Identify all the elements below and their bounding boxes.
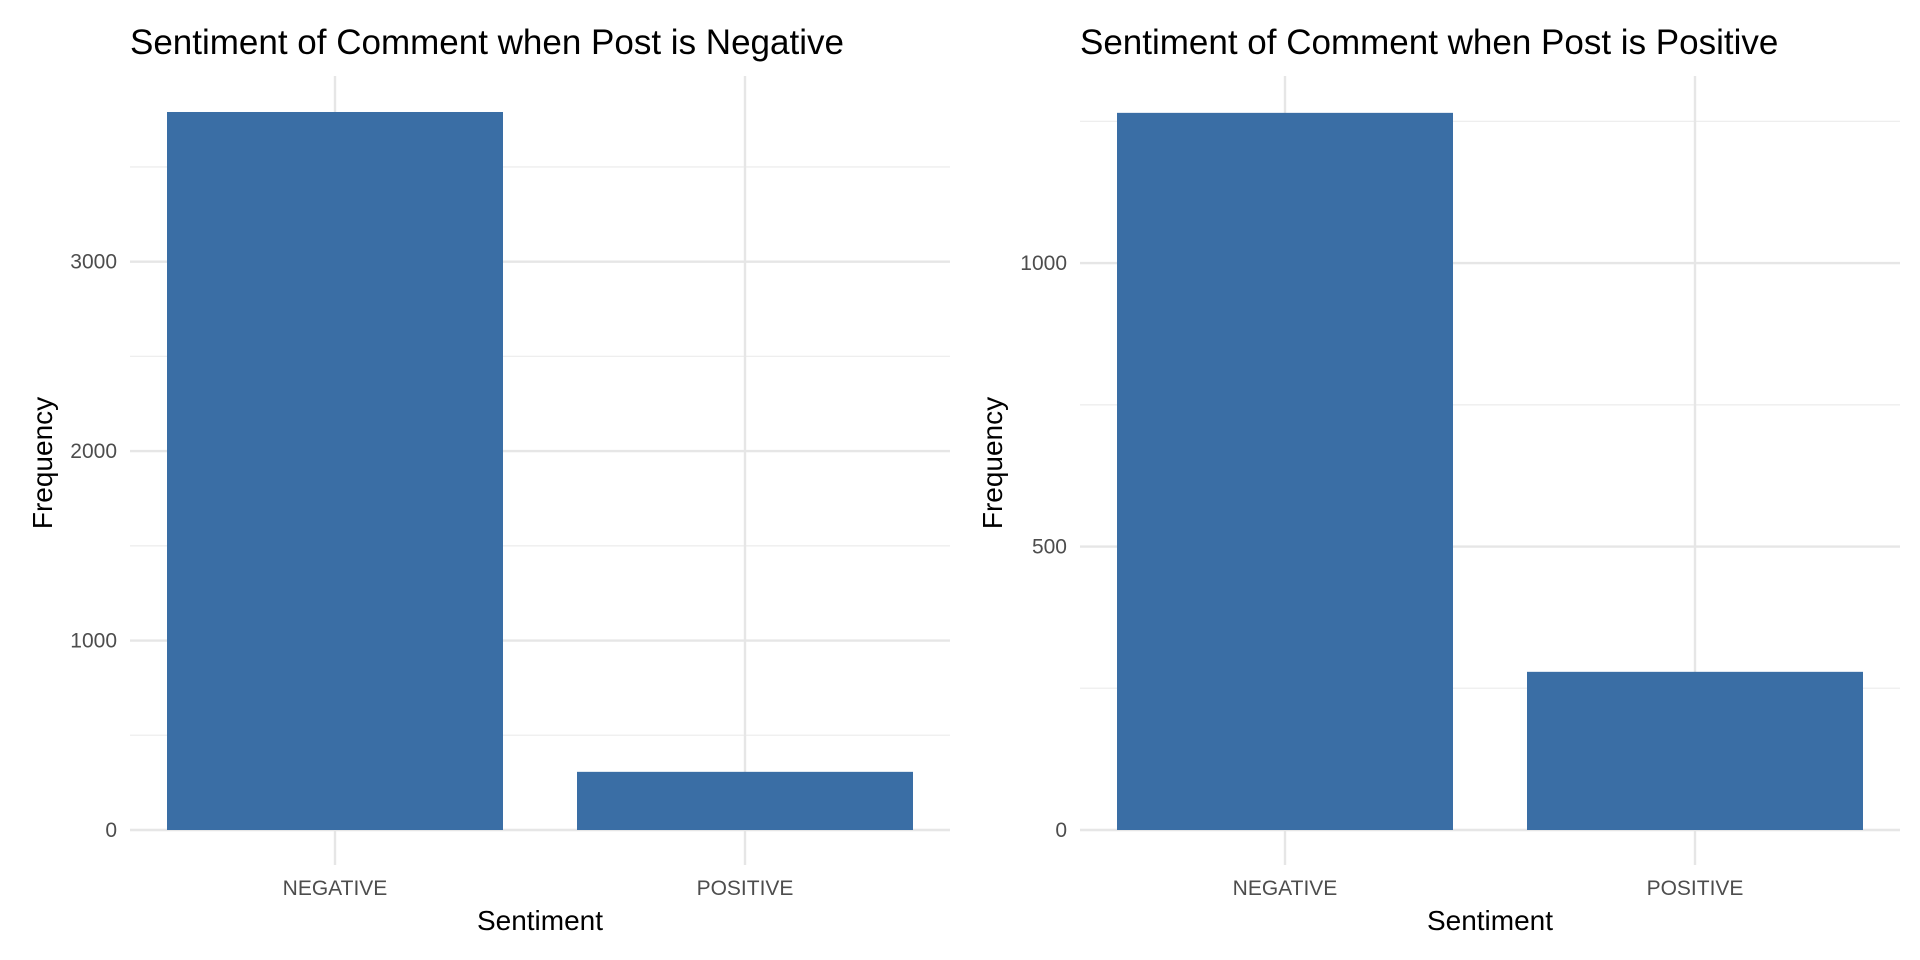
y-tick-label: 0 — [1055, 819, 1067, 842]
chart-panel-negative-post: 0 1000 2000 3000 NEGATIVE POSITIVE Sentiment… — [27, 23, 950, 936]
bars — [1117, 112, 1863, 831]
bar-positive — [1527, 671, 1863, 830]
y-axis-title: Frequency — [977, 397, 1008, 529]
x-tick-label: POSITIVE — [697, 877, 794, 900]
bar-negative — [167, 111, 503, 830]
chart-panel-positive-post: 0 500 1000 NEGATIVE POSITIVE Sentiment of C… — [977, 23, 1900, 936]
y-tick-label: 1000 — [1020, 252, 1067, 275]
y-tick-label: 0 — [105, 819, 117, 842]
chart-title: Sentiment of Comment when Post is Positi… — [1080, 23, 1778, 62]
x-axis-title: Sentiment — [477, 905, 603, 936]
x-tick-labels: NEGATIVE POSITIVE — [283, 877, 794, 900]
bar-positive — [577, 771, 913, 830]
x-tick-labels: NEGATIVE POSITIVE — [1233, 877, 1744, 900]
bars — [167, 111, 913, 830]
y-tick-labels: 0 1000 2000 3000 — [70, 251, 117, 842]
y-tick-label: 1000 — [70, 630, 117, 653]
y-tick-label: 2000 — [70, 440, 117, 463]
y-tick-label: 500 — [1032, 536, 1067, 559]
bar-negative — [1117, 112, 1453, 831]
y-tick-labels: 0 500 1000 — [1020, 252, 1067, 842]
chart-title: Sentiment of Comment when Post is Negati… — [130, 23, 844, 62]
x-tick-label: POSITIVE — [1647, 877, 1744, 900]
x-tick-label: NEGATIVE — [1233, 877, 1338, 900]
x-axis-title: Sentiment — [1427, 905, 1553, 936]
y-tick-label: 3000 — [70, 251, 117, 274]
y-axis-title: Frequency — [27, 397, 58, 529]
x-tick-label: NEGATIVE — [283, 877, 388, 900]
